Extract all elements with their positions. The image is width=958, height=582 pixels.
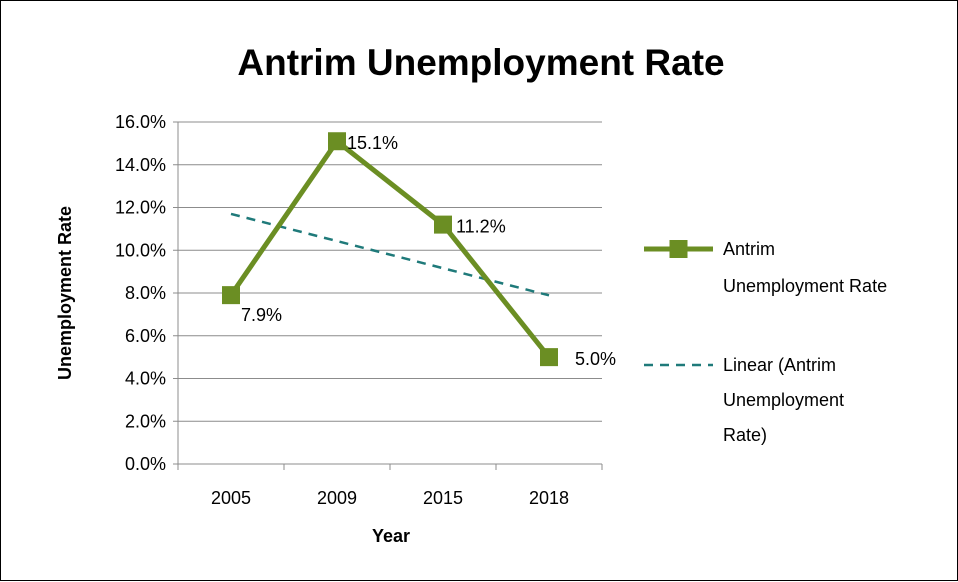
data-point-marker — [328, 132, 346, 151]
gridlines — [178, 121, 602, 465]
legend-series-marker — [669, 240, 688, 258]
data-label: 7.9% — [241, 305, 282, 325]
trendline-line — [230, 212, 550, 297]
data-labels: 7.9% 15.1% 11.2% 5.0% — [241, 133, 616, 369]
y-tick-label: 2.0% — [125, 411, 166, 431]
y-tick-label: 12.0% — [115, 198, 166, 218]
data-label: 15.1% — [347, 133, 398, 153]
legend: Antrim Unemployment Rate Linear (Antrim Une… — [644, 239, 887, 445]
data-point-marker — [540, 348, 558, 367]
data-label: 5.0% — [575, 349, 616, 369]
data-point-marker — [222, 286, 240, 305]
y-tick-label: 6.0% — [125, 326, 166, 346]
x-tick-labels: 2005 2009 2015 2018 — [211, 488, 569, 508]
axes — [173, 121, 603, 470]
x-tick-label: 2009 — [317, 488, 357, 508]
data-label: 11.2% — [456, 217, 506, 237]
y-tick-label: 4.0% — [125, 369, 166, 389]
x-tick-label: 2015 — [423, 488, 463, 508]
chart-title: Antrim Unemployment Rate — [237, 42, 724, 83]
y-tick-label: 14.0% — [115, 155, 166, 175]
series-antrim-unemployment — [222, 132, 558, 367]
x-tick-label: 2005 — [211, 488, 251, 508]
y-tick-label: 0.0% — [125, 454, 166, 474]
legend-trendline-label: Linear (Antrim — [723, 355, 836, 375]
y-tick-label: 8.0% — [125, 283, 166, 303]
y-tick-label: 10.0% — [115, 240, 166, 260]
legend-trendline-label: Rate) — [723, 425, 767, 445]
trendline — [230, 212, 550, 297]
legend-trendline-label: Unemployment — [723, 390, 844, 410]
legend-series-label: Unemployment Rate — [723, 276, 887, 296]
x-axis-title: Year — [372, 526, 410, 546]
y-tick-label: 16.0% — [115, 112, 166, 132]
x-tick-label: 2018 — [529, 488, 569, 508]
series-line — [228, 138, 551, 359]
data-point-marker — [434, 215, 452, 234]
legend-series-label: Antrim — [723, 239, 775, 259]
y-axis-title: Unemployment Rate — [55, 206, 75, 380]
y-tick-labels: 0.0% 2.0% 4.0% 6.0% 8.0% 10.0% 12.0% 14.0% 16.0% — [115, 112, 166, 474]
